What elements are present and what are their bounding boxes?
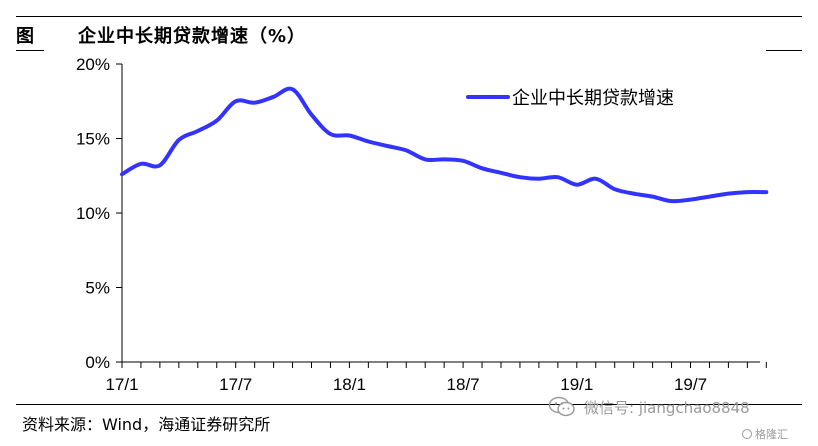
wechat-watermark: 微信号: jiangchao8848 [548,396,750,418]
y-tick-label: 15% [76,130,110,149]
figure-label: 图 [16,26,34,47]
x-tick-label: 18/7 [447,375,480,394]
chart-series [120,86,769,204]
figure-header: 图 企业中长期贷款增速（%） [16,20,306,50]
y-tick-label: 5% [85,279,110,298]
chart-legend: 企业中长期贷款增速 [466,88,674,109]
brand-name: 格隆汇 [755,428,788,441]
chart-title: 企业中长期贷款增速（%） [78,26,307,47]
x-tick-label: 18/1 [333,375,366,394]
title-rule-left [16,50,44,51]
wechat-id: 微信号: jiangchao8848 [584,398,750,417]
x-tick-label: 17/7 [219,375,252,394]
y-tick-label: 0% [85,353,110,372]
y-tick-label: 10% [76,204,110,223]
title-rule-right [766,50,802,51]
legend-label: 企业中长期贷款增速 [512,88,674,109]
chart-ticks: 0% 5% 10% 15% 20% 17/1 17/7 18/1 18/7 19/1 19/7 [76,55,767,394]
series-line [120,86,769,204]
brand-icon [742,429,752,439]
x-tick-label: 19/1 [560,375,593,394]
source-note: 资料来源：Wind，海通证券研究所 [22,415,271,434]
y-tick-label: 20% [76,55,110,74]
x-tick-label: 17/1 [105,375,138,394]
wechat-icon [548,396,575,417]
top-rule [16,16,802,17]
bottom-rule [16,404,802,405]
x-tick-label: 19/7 [674,375,707,394]
brand-watermark: 格隆汇 [742,426,788,442]
